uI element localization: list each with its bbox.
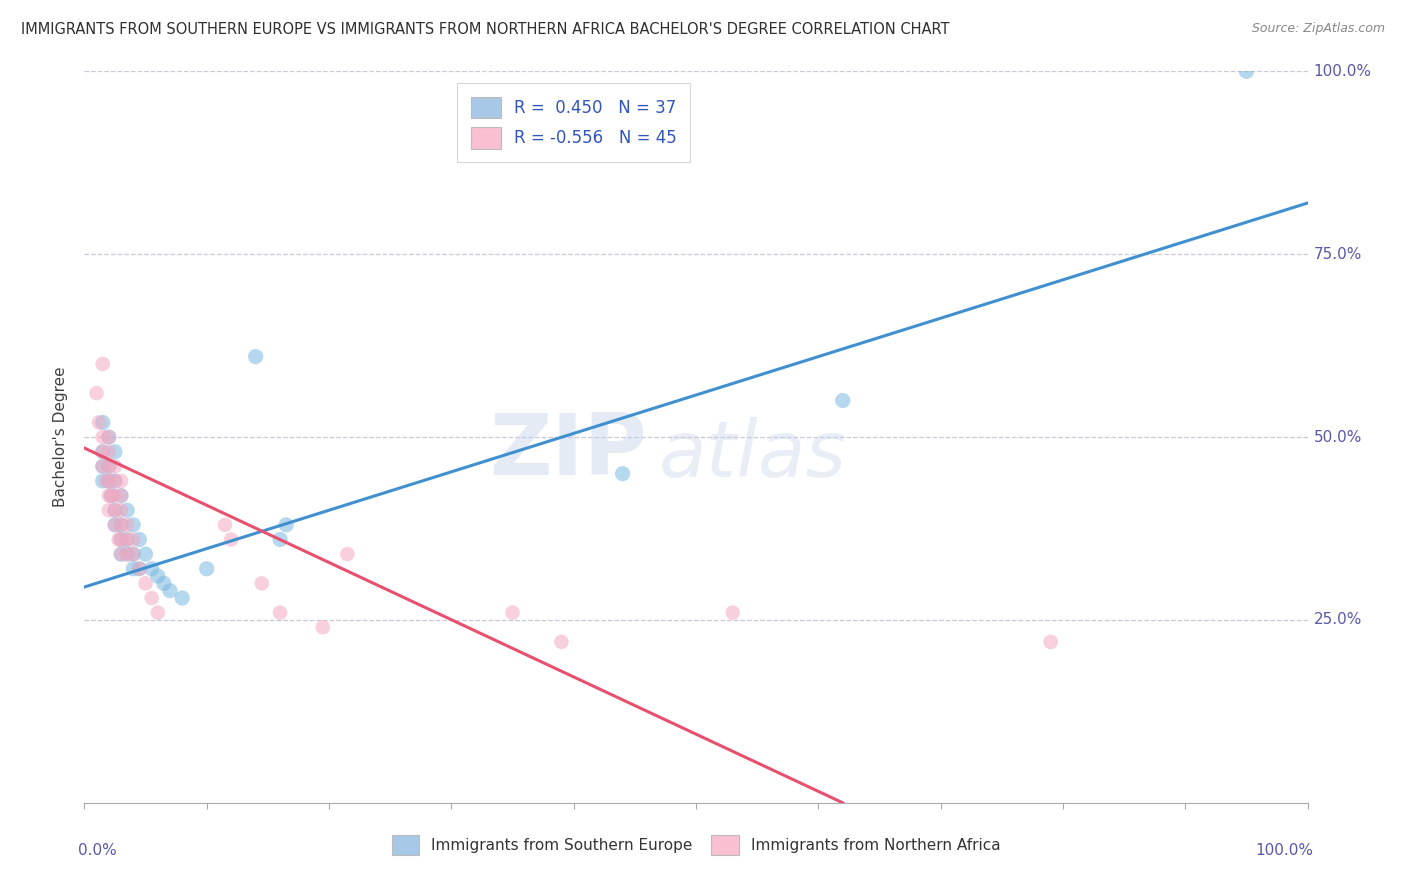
Point [91, 416, 114, 430]
Point [110, 547, 132, 561]
Point [91, 459, 114, 474]
Point [97, 430, 120, 444]
Text: IMMIGRANTS FROM SOUTHERN EUROPE VS IMMIGRANTS FROM NORTHERN AFRICA BACHELOR'S DE: IMMIGRANTS FROM SOUTHERN EUROPE VS IMMIG… [21, 22, 949, 37]
Point [110, 489, 132, 503]
Point [115, 533, 138, 547]
Point [97, 430, 120, 444]
Point [122, 547, 145, 561]
Point [110, 547, 132, 561]
Point [110, 533, 132, 547]
Point [104, 444, 127, 458]
Point [100, 489, 122, 503]
Point [110, 533, 132, 547]
Point [91, 444, 114, 458]
Point [104, 503, 127, 517]
Point [195, 562, 218, 576]
Point [97, 503, 120, 517]
Point [107, 533, 129, 547]
Point [91, 444, 114, 458]
Point [269, 606, 291, 620]
Text: 75.0%: 75.0% [1313, 247, 1362, 261]
Point [104, 517, 127, 532]
Point [141, 591, 163, 605]
Point [97, 489, 120, 503]
Point [550, 635, 572, 649]
Point [172, 591, 194, 605]
Point [153, 576, 176, 591]
Point [115, 517, 138, 532]
Point [1236, 64, 1258, 78]
Point [1039, 635, 1062, 649]
Text: Source: ZipAtlas.com: Source: ZipAtlas.com [1251, 22, 1385, 36]
Point [97, 474, 120, 488]
Point [104, 517, 127, 532]
Point [87, 416, 110, 430]
Point [214, 517, 236, 532]
Point [115, 547, 138, 561]
Text: 100.0%: 100.0% [1313, 64, 1372, 78]
Text: atlas: atlas [659, 417, 848, 493]
Point [250, 576, 273, 591]
Point [104, 474, 127, 488]
Point [612, 467, 634, 481]
Point [115, 533, 138, 547]
Text: 100.0%: 100.0% [1256, 843, 1313, 858]
Text: 25.0%: 25.0% [1313, 613, 1362, 627]
Point [219, 533, 242, 547]
Point [104, 459, 127, 474]
Text: 0.0%: 0.0% [79, 843, 117, 858]
Point [91, 474, 114, 488]
Point [146, 606, 169, 620]
Point [110, 503, 132, 517]
Point [502, 606, 524, 620]
Point [721, 606, 744, 620]
Point [104, 489, 127, 503]
Point [336, 547, 359, 561]
Point [91, 430, 114, 444]
Point [100, 489, 122, 503]
Point [122, 533, 145, 547]
Point [97, 459, 120, 474]
Point [110, 474, 132, 488]
Point [135, 547, 157, 561]
Point [104, 503, 127, 517]
Point [97, 444, 120, 458]
Point [269, 533, 291, 547]
Point [96, 474, 118, 488]
Point [122, 517, 145, 532]
Point [146, 569, 169, 583]
Point [276, 517, 298, 532]
Point [110, 489, 132, 503]
Legend: Immigrants from Southern Europe, Immigrants from Northern Africa: Immigrants from Southern Europe, Immigra… [385, 830, 1007, 861]
Point [128, 533, 150, 547]
Point [159, 583, 181, 598]
Point [110, 517, 132, 532]
Point [91, 459, 114, 474]
Point [115, 547, 138, 561]
Text: ZIP: ZIP [489, 410, 647, 493]
Point [97, 474, 120, 488]
Point [135, 576, 157, 591]
Point [122, 562, 145, 576]
Point [245, 350, 267, 364]
Text: 50.0%: 50.0% [1313, 430, 1362, 444]
Point [128, 562, 150, 576]
Point [831, 393, 853, 408]
Point [115, 503, 138, 517]
Point [110, 517, 132, 532]
Point [104, 474, 127, 488]
Point [86, 386, 108, 401]
Point [141, 562, 163, 576]
Point [91, 357, 114, 371]
Point [122, 547, 145, 561]
Y-axis label: Bachelor's Degree: Bachelor's Degree [53, 367, 69, 508]
Point [128, 562, 150, 576]
Point [97, 459, 120, 474]
Point [312, 620, 335, 634]
